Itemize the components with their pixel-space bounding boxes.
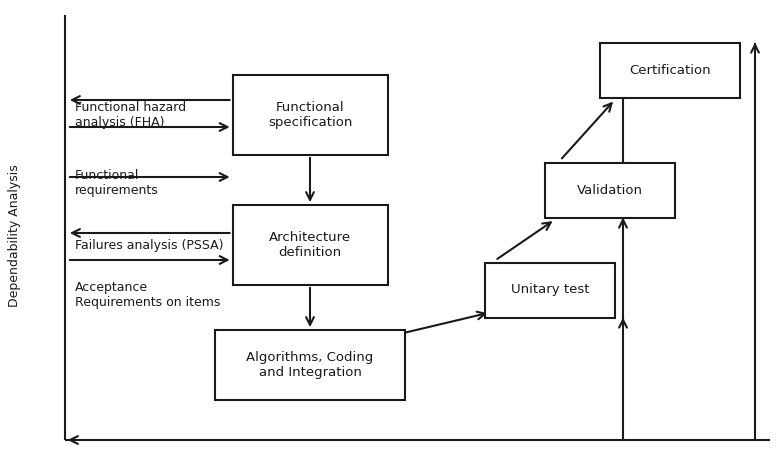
Text: Failures analysis (PSSA): Failures analysis (PSSA) — [75, 238, 223, 252]
Text: Algorithms, Coding
and Integration: Algorithms, Coding and Integration — [247, 351, 373, 379]
Text: Dependability Analysis: Dependability Analysis — [9, 164, 21, 307]
Text: Functional
specification: Functional specification — [268, 101, 352, 129]
Text: Acceptance
Requirements on items: Acceptance Requirements on items — [75, 281, 220, 309]
Text: Architecture
definition: Architecture definition — [269, 231, 351, 259]
Bar — [485, 262, 615, 317]
Bar — [545, 162, 675, 218]
Text: Functional hazard
analysis (FHA): Functional hazard analysis (FHA) — [75, 101, 186, 129]
Text: Unitary test: Unitary test — [511, 284, 590, 297]
Bar — [233, 205, 388, 285]
Bar — [233, 75, 388, 155]
Bar — [600, 42, 740, 97]
Text: Validation: Validation — [577, 184, 643, 196]
Bar — [215, 330, 405, 400]
Text: Functional
requirements: Functional requirements — [75, 169, 159, 197]
Text: Certification: Certification — [630, 64, 711, 76]
